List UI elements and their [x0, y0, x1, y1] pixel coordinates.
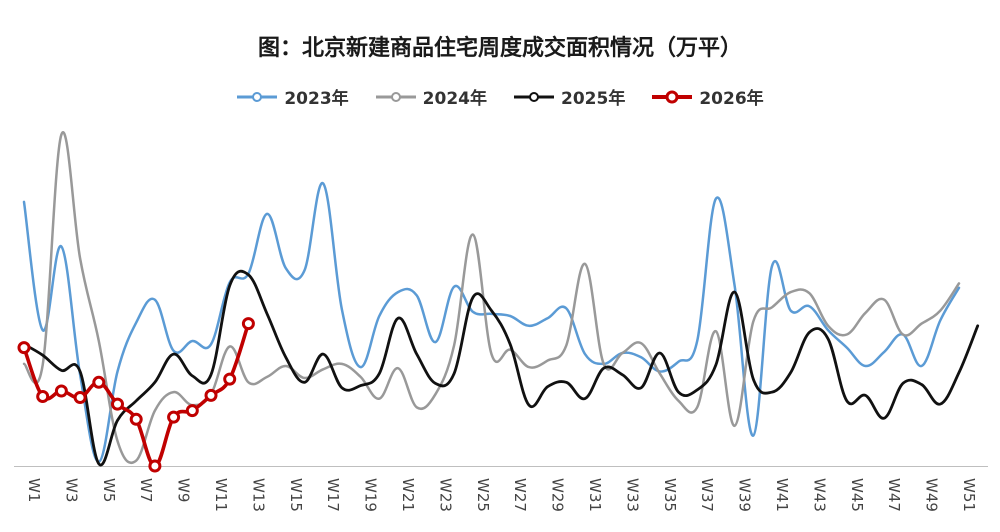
series-2023年 — [22, 182, 961, 463]
legend-item-2023[interactable]: 2023年 — [236, 84, 349, 109]
x-tick-label: W37 — [698, 478, 716, 512]
data-point — [167, 410, 181, 424]
x-tick-label: W13 — [249, 478, 267, 512]
legend-label-2024: 2024年 — [422, 89, 487, 109]
data-point — [223, 372, 237, 386]
series-2024年 — [22, 131, 961, 465]
x-tick-label: W19 — [362, 478, 380, 512]
x-tick-label: W5 — [100, 478, 118, 502]
legend-swatch-2023 — [237, 91, 278, 102]
legend-swatch-2024 — [375, 91, 416, 102]
x-tick-label: W33 — [623, 478, 641, 512]
x-tick-label: W43 — [810, 478, 828, 512]
legend-label-2026: 2026年 — [699, 89, 764, 109]
data-point — [111, 397, 124, 411]
x-tick-label: W23 — [436, 478, 454, 512]
legend-item-2025[interactable]: 2025年 — [513, 84, 625, 109]
x-tick-label: W21 — [399, 478, 417, 512]
series-line — [22, 182, 961, 463]
x-tick-label: W27 — [511, 478, 529, 512]
data-point — [54, 384, 68, 398]
x-tick-label: W35 — [661, 478, 679, 512]
legend-item-2026[interactable]: 2026年 — [651, 84, 764, 109]
chart-title: 图：北京新建商品住宅周度成交面积情况（万平） — [257, 36, 742, 61]
x-tick-label: W47 — [885, 478, 903, 512]
series-line — [22, 269, 980, 467]
data-point — [17, 341, 31, 355]
series-2026年 — [17, 317, 255, 473]
x-tick-label: W45 — [848, 478, 866, 512]
data-point — [92, 375, 106, 389]
x-tick-label: W41 — [773, 478, 791, 512]
x-tick-label: W17 — [324, 478, 342, 512]
x-tick-label: W49 — [923, 478, 941, 512]
legend-label-2023: 2023年 — [284, 89, 349, 109]
series-2025年 — [22, 269, 980, 467]
data-point — [241, 317, 255, 331]
x-tick-label: W31 — [586, 478, 604, 512]
data-point — [73, 391, 87, 404]
legend-item-2024[interactable]: 2024年 — [375, 84, 487, 109]
data-point — [148, 459, 162, 473]
x-tick-label: W9 — [175, 478, 193, 502]
x-tick-label: W7 — [137, 478, 155, 502]
legend: 2023年 2024年 2025年 2026年 — [0, 84, 1000, 109]
x-tick-label: W11 — [212, 478, 230, 512]
x-tick-label: W25 — [474, 478, 492, 512]
x-tick-label: W29 — [549, 478, 567, 512]
x-tick-label: W3 — [62, 478, 80, 502]
x-tick-label: W15 — [287, 478, 305, 512]
legend-swatch-2026 — [652, 90, 693, 103]
legend-label-2025: 2025年 — [561, 89, 626, 109]
x-tick-label: W51 — [960, 478, 978, 512]
data-point — [185, 404, 199, 418]
data-point — [129, 412, 143, 426]
series-line — [22, 131, 961, 465]
data-point — [204, 388, 218, 402]
data-point — [36, 390, 50, 403]
x-tick-label: W1 — [25, 478, 43, 502]
x-tick-label: W39 — [736, 478, 754, 512]
legend-swatch-2025 — [514, 91, 554, 102]
